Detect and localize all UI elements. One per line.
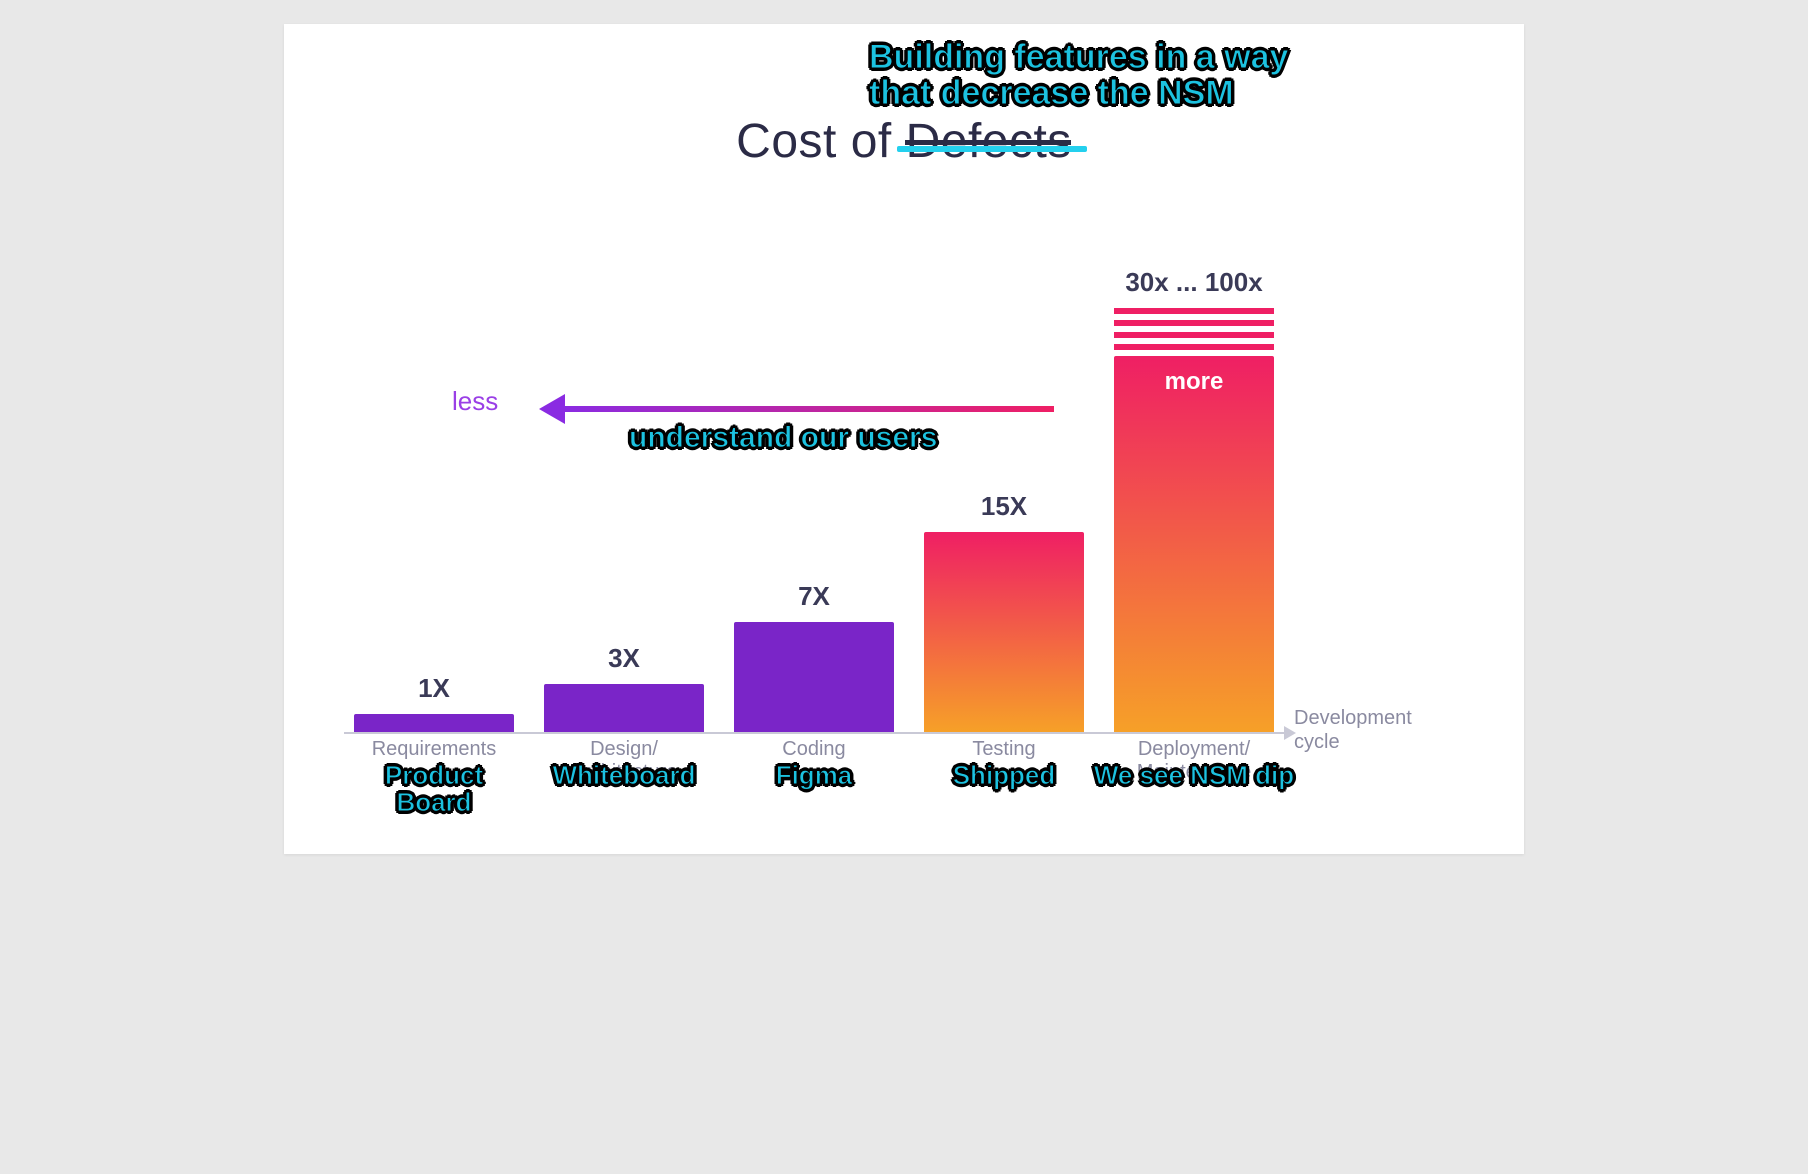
bar xyxy=(354,714,514,732)
chart-title: Cost of Defects xyxy=(736,114,1072,169)
x-annotation: Whiteboard xyxy=(514,762,734,789)
x-annotation: Figma xyxy=(704,762,924,789)
bar-col-0: 1X xyxy=(354,673,514,732)
bars-container: 1X 3X 7X 15X 30x ... 100x more xyxy=(344,254,1284,732)
bar xyxy=(544,684,704,732)
chart-area: 1X 3X 7X 15X 30x ... 100x more Developmentcyc… xyxy=(344,254,1484,824)
bar-value-label: 3X xyxy=(608,643,640,674)
bar-col-1: 3X xyxy=(544,643,704,732)
title-strikethrough xyxy=(905,140,1071,145)
bar: more xyxy=(1114,356,1274,732)
bar-value-label: 1X xyxy=(418,673,450,704)
bar xyxy=(924,532,1084,732)
bar-inner-label: more xyxy=(1114,368,1274,396)
bar-col-2: 7X xyxy=(734,581,894,732)
bar xyxy=(734,622,894,732)
bar-col-3: 15X xyxy=(924,491,1084,732)
bar-stripes xyxy=(1114,308,1274,350)
title-wrap: Cost of Defects xyxy=(284,114,1524,169)
bar-col-4: 30x ... 100x more xyxy=(1114,267,1274,732)
x-annotation: ProductBoard xyxy=(324,762,544,817)
cyan-strike-annotation xyxy=(897,146,1087,152)
x-annotation: Shipped xyxy=(894,762,1114,789)
bar-value-label: 7X xyxy=(798,581,830,612)
chart-card: Cost of Defects Building features in a w… xyxy=(284,24,1524,854)
bar-value-label: 15X xyxy=(981,491,1027,522)
title-prefix: Cost of xyxy=(736,115,905,168)
plot-area: 1X 3X 7X 15X 30x ... 100x more xyxy=(344,254,1284,734)
bar-value-label: 30x ... 100x xyxy=(1125,267,1262,298)
annotation-headline: Building features in a waythat decrease … xyxy=(869,40,1288,111)
x-axis-label: Developmentcycle xyxy=(1294,706,1454,754)
x-annotation: We see NSM dip xyxy=(1084,762,1304,789)
